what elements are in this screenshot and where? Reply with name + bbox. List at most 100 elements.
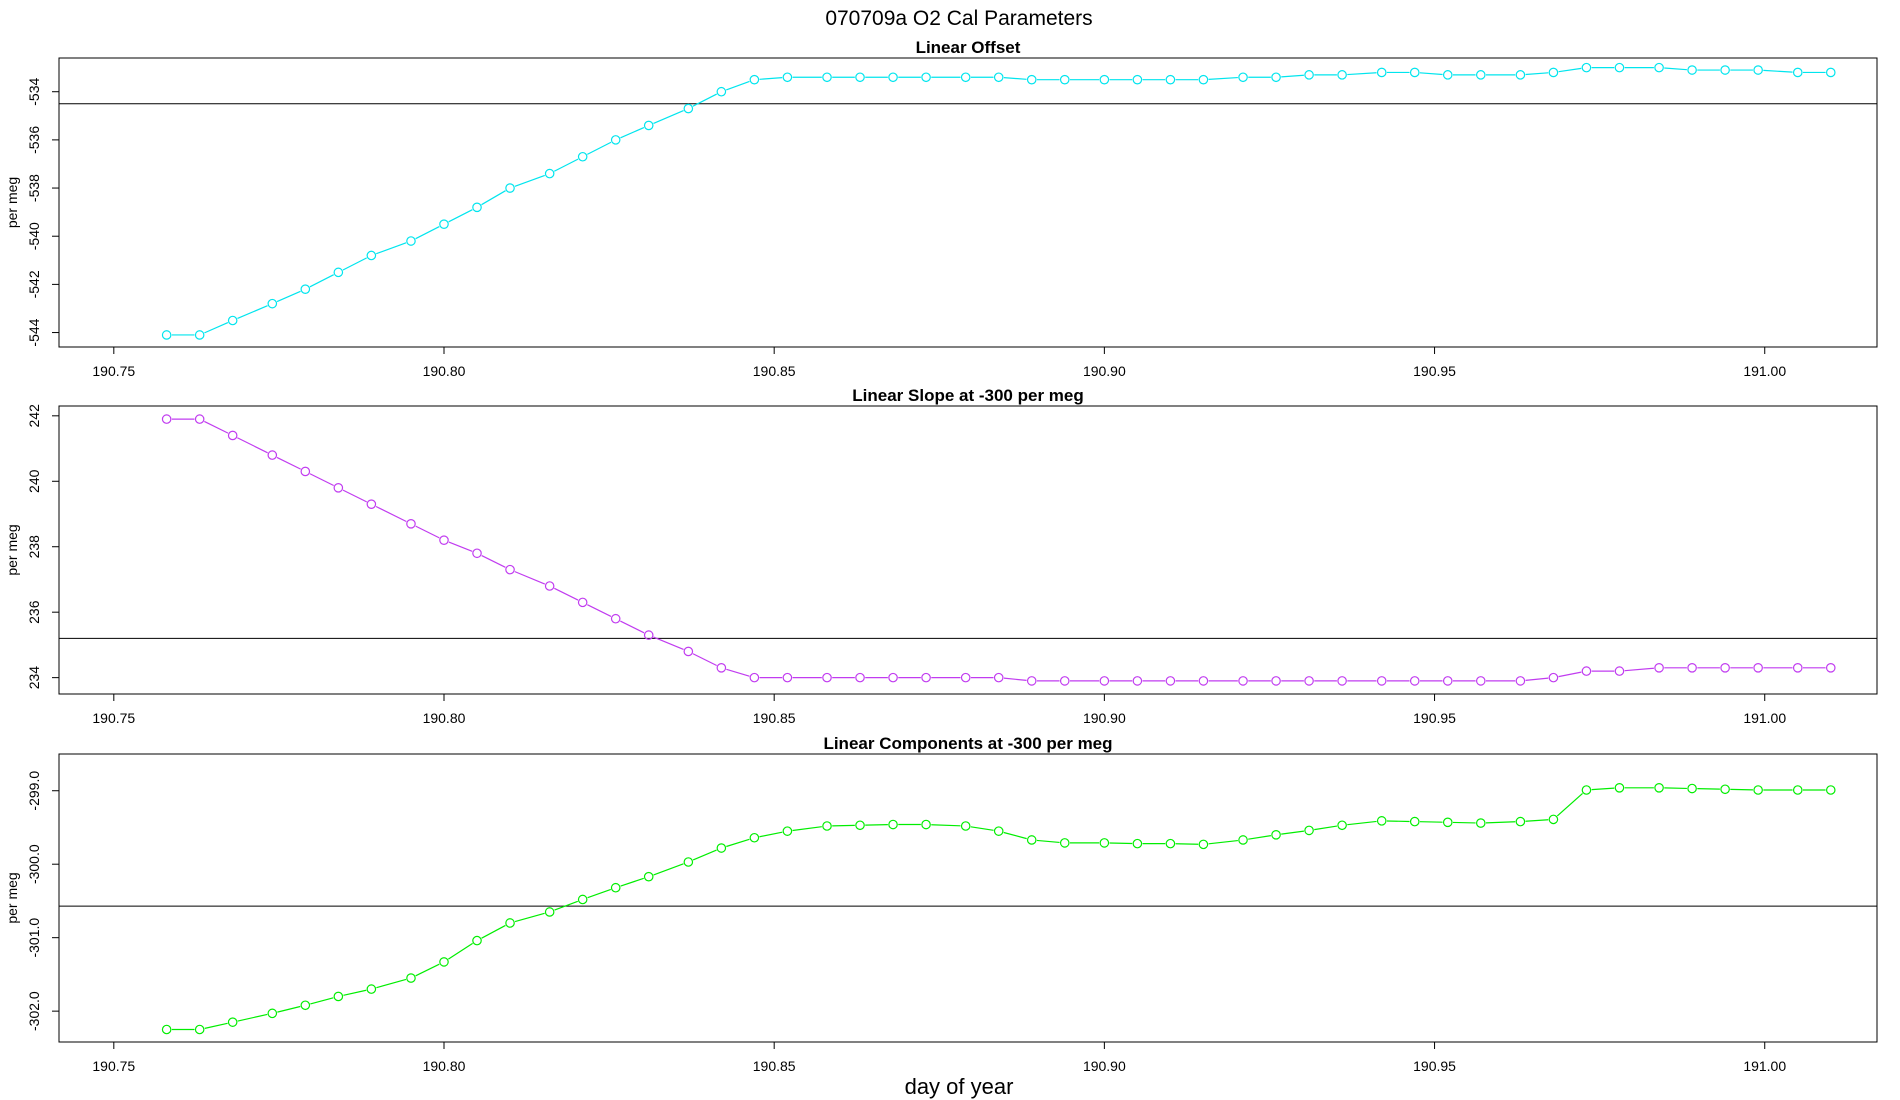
data-point (1238, 72, 1248, 83)
data-point (406, 519, 416, 529)
series-line-segment (276, 290, 301, 303)
data-point (1753, 785, 1763, 795)
data-point (161, 414, 172, 424)
data-point (1720, 784, 1730, 795)
series-line-segment (1591, 787, 1615, 791)
series-line-segment (342, 257, 367, 271)
data-point (610, 135, 621, 145)
series-line-segment (726, 668, 750, 677)
y-tick-label: -534 (26, 77, 42, 105)
series-line-segment (1281, 74, 1304, 78)
data-point (683, 103, 694, 114)
data-point (1165, 676, 1176, 686)
series-line-segment (204, 1022, 228, 1029)
y-tick-label: -301.0 (26, 918, 42, 958)
data-point (161, 330, 172, 340)
series-line-segment (587, 888, 611, 899)
y-tick-label: -538 (26, 174, 42, 202)
data-point (855, 72, 865, 83)
data-point (960, 672, 971, 683)
data-point (1475, 818, 1486, 828)
x-tick-label: 190.95 (1413, 1058, 1456, 1074)
figure-xlabel: day of year (905, 1074, 1014, 1099)
data-point (505, 564, 515, 575)
series-line-segment (376, 242, 407, 255)
x-tick-label: 190.75 (92, 363, 135, 379)
series-line-segment (514, 174, 545, 187)
series-line-segment (1419, 821, 1443, 823)
series-line-segment (1730, 788, 1753, 791)
x-tick-label: 190.85 (753, 1058, 796, 1074)
data-point (439, 219, 449, 229)
data-point (993, 826, 1004, 836)
series-line-segment (620, 877, 644, 887)
data-point (333, 267, 344, 278)
data-point (1825, 785, 1836, 795)
data-point (1614, 666, 1625, 676)
data-point (1792, 785, 1803, 795)
data-point (960, 72, 971, 83)
series-line-segment (1763, 69, 1793, 73)
x-tick-label: 190.80 (423, 1058, 466, 1074)
data-point (544, 907, 555, 917)
data-point (1409, 676, 1420, 686)
data-point (1792, 67, 1803, 78)
y-tick-label: 234 (26, 666, 42, 690)
data-point (1099, 838, 1110, 848)
series-line-segment (792, 826, 822, 832)
data-point (822, 672, 832, 683)
x-tick-label: 190.75 (92, 1058, 135, 1074)
data-point (1059, 838, 1070, 848)
series-line-segment (1208, 839, 1238, 845)
data-point (1825, 67, 1836, 78)
x-tick-label: 190.90 (1083, 710, 1126, 726)
data-point (194, 330, 205, 340)
series-line-segment (759, 831, 783, 838)
data-point (1753, 663, 1763, 673)
series-line-segment (237, 305, 268, 320)
series-line-segment (1664, 787, 1687, 790)
series-line-segment (554, 587, 579, 601)
data-point (544, 168, 555, 179)
data-point (472, 548, 482, 559)
data-point (544, 581, 555, 591)
data-point (1581, 62, 1592, 73)
series-line-segment (865, 824, 888, 826)
data-point (1026, 835, 1037, 845)
series-line-segment (587, 604, 612, 617)
series-line-segment (1697, 788, 1720, 790)
data-point (366, 984, 377, 994)
series-line-segment (1109, 842, 1133, 845)
series-line-segment (970, 826, 994, 831)
series-line-segment (1556, 793, 1583, 817)
data-point (716, 843, 727, 853)
x-tick-label: 191.00 (1743, 1058, 1786, 1074)
data-point (888, 672, 898, 683)
data-point (194, 414, 205, 424)
data-point (1271, 830, 1281, 840)
series-line-segment (759, 77, 783, 80)
y-tick-label: -299.0 (26, 771, 42, 811)
y-axis-label: per meg (4, 872, 20, 923)
data-point (1304, 676, 1314, 686)
data-point (921, 819, 931, 830)
data-point (822, 72, 832, 83)
series-line-segment (1208, 76, 1238, 80)
series-line-segment (1525, 819, 1549, 822)
data-point (1515, 676, 1526, 686)
series-line-segment (1003, 677, 1027, 681)
data-point (333, 991, 344, 1002)
data-point (683, 857, 694, 867)
data-point (782, 72, 793, 83)
data-point (782, 672, 793, 683)
series-line-segment (931, 824, 961, 827)
data-point (1442, 70, 1453, 80)
data-point (1409, 816, 1420, 827)
series-line-segment (375, 505, 407, 523)
data-point (1515, 70, 1526, 80)
series-line-segment (1003, 831, 1027, 840)
figure-title: 070709a O2 Cal Parameters (825, 7, 1092, 30)
data-point (227, 430, 238, 441)
series-line-segment (481, 924, 506, 939)
data-point (1654, 663, 1664, 673)
